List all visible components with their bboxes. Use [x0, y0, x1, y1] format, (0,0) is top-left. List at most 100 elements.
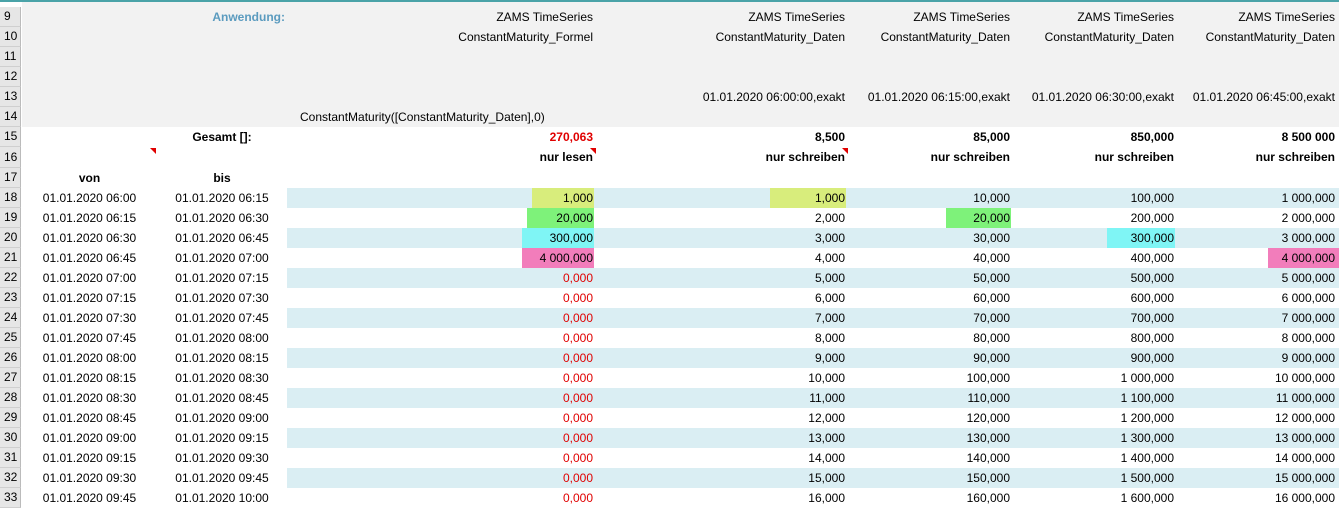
- timestamp: 01.01.2020 06:30:00,exakt: [1031, 90, 1174, 104]
- value-cell: 6 000,000: [1281, 291, 1335, 305]
- value-cell: 11,000: [809, 391, 845, 405]
- value-cell: 12,000: [808, 411, 845, 425]
- row-number: 15: [0, 127, 21, 147]
- date-to: 01.01.2020 09:30: [175, 451, 269, 465]
- timestamp: 01.01.2020 06:15:00,exakt: [867, 90, 1010, 104]
- row-number: 33: [0, 488, 21, 508]
- app-series: ConstantMaturity_Daten: [1044, 30, 1174, 44]
- date-from: 01.01.2020 09:30: [42, 471, 137, 485]
- value-cell: 140,000: [966, 451, 1010, 465]
- row-number: 25: [0, 328, 21, 348]
- total: 85,000: [973, 130, 1010, 144]
- date-to: 01.01.2020 09:00: [175, 411, 269, 425]
- column-header: bis: [213, 171, 231, 185]
- value-cell: 7,000: [814, 311, 845, 325]
- label: Anwendung:: [212, 10, 285, 24]
- date-to: 01.01.2020 08:45: [175, 391, 269, 405]
- mode: nur schreiben: [1255, 150, 1335, 164]
- date-to: 01.01.2020 08:00: [175, 331, 269, 345]
- formula: ConstantMaturity([ConstantMaturity_Daten…: [300, 110, 545, 124]
- row-band: [287, 468, 1339, 488]
- value-cell: 110,000: [967, 391, 1011, 405]
- value-cell: 15,000: [808, 471, 845, 485]
- value-cell: 50,000: [973, 271, 1010, 285]
- total: 8,500: [814, 130, 845, 144]
- value-cell: 3,000: [814, 231, 845, 245]
- app-name: ZAMS TimeSeries: [748, 10, 845, 24]
- value-cell: 14,000: [808, 451, 845, 465]
- date-to: 01.01.2020 09:45: [175, 471, 269, 485]
- header-area: [22, 2, 1339, 127]
- value-cell: 0,000: [562, 451, 593, 465]
- value-cell: 5 000,000: [1281, 271, 1335, 285]
- date-to: 01.01.2020 06:30: [175, 211, 269, 225]
- comment-marker: [590, 148, 596, 154]
- value-cell: 100,000: [966, 371, 1010, 385]
- value-cell: 1 500,000: [1120, 471, 1174, 485]
- date-to: 01.01.2020 07:30: [175, 291, 269, 305]
- value-cell: 0,000: [562, 311, 593, 325]
- value-cell: 9 000,000: [1281, 351, 1335, 365]
- row-number: 23: [0, 288, 21, 308]
- date-to: 01.01.2020 10:00: [175, 491, 269, 505]
- value-cell: 160,000: [966, 491, 1010, 505]
- cell-highlight: [522, 228, 594, 248]
- cell-highlight: [946, 208, 1011, 228]
- value-cell: 10,000: [973, 191, 1010, 205]
- row-number: 14: [0, 107, 21, 127]
- row-number: 24: [0, 308, 21, 328]
- cell-highlight: [1268, 248, 1339, 268]
- date-to: 01.01.2020 08:30: [175, 371, 269, 385]
- total: 850,000: [1130, 130, 1174, 144]
- date-from: 01.01.2020 08:45: [42, 411, 137, 425]
- value-cell: 1 300,000: [1120, 431, 1174, 445]
- row-number: 28: [0, 388, 21, 408]
- value-cell: 4 000,000: [1281, 251, 1335, 265]
- total: 8 500 000: [1281, 130, 1335, 144]
- date-to: 01.01.2020 07:00: [175, 251, 269, 265]
- row-number: 21: [0, 248, 21, 268]
- value-cell: 15 000,000: [1274, 471, 1335, 485]
- value-cell: 200,000: [1130, 211, 1174, 225]
- value-cell: 8,000: [814, 331, 845, 345]
- date-to: 01.01.2020 07:45: [175, 311, 269, 325]
- cell-highlight: [770, 188, 846, 208]
- mode: nur lesen: [539, 150, 593, 164]
- value-cell: 11 000,000: [1275, 391, 1335, 405]
- value-cell: 1 400,000: [1120, 451, 1174, 465]
- date-to: 01.01.2020 09:15: [175, 431, 269, 445]
- date-from: 01.01.2020 06:30: [42, 231, 137, 245]
- value-cell: 0,000: [562, 411, 593, 425]
- top-border: [0, 0, 1339, 2]
- row-number: 13: [0, 87, 21, 107]
- value-cell: 1 000,000: [1120, 371, 1174, 385]
- row-number: 17: [0, 168, 21, 188]
- value-cell: 1 000,000: [1281, 191, 1335, 205]
- column-header: von: [78, 171, 101, 185]
- value-cell: 0,000: [562, 271, 593, 285]
- value-cell: 0,000: [562, 371, 593, 385]
- mode: nur schreiben: [765, 150, 845, 164]
- app-name: ZAMS TimeSeries: [1238, 10, 1335, 24]
- row-number: 32: [0, 468, 21, 488]
- date-to: 01.01.2020 06:15: [175, 191, 269, 205]
- timestamp: 01.01.2020 06:45:00,exakt: [1192, 90, 1335, 104]
- row-band: [287, 428, 1339, 448]
- value-cell: 0,000: [562, 331, 593, 345]
- row-band: [287, 268, 1339, 288]
- value-cell: 1 200,000: [1120, 411, 1174, 425]
- value-cell: 8 000,000: [1281, 331, 1335, 345]
- row-number: 27: [0, 368, 21, 388]
- value-cell: 800,000: [1130, 331, 1174, 345]
- mode: nur schreiben: [930, 150, 1010, 164]
- row-band: [287, 308, 1339, 328]
- value-cell: 16,000: [808, 491, 845, 505]
- date-from: 01.01.2020 08:30: [42, 391, 137, 405]
- value-cell: 6,000: [814, 291, 845, 305]
- app-series: ConstantMaturity_Daten: [1205, 30, 1335, 44]
- value-cell: 5,000: [814, 271, 845, 285]
- app-name: ZAMS TimeSeries: [1077, 10, 1174, 24]
- value-cell: 0,000: [562, 291, 593, 305]
- value-cell: 16 000,000: [1274, 491, 1335, 505]
- value-cell: 300,000: [549, 231, 593, 245]
